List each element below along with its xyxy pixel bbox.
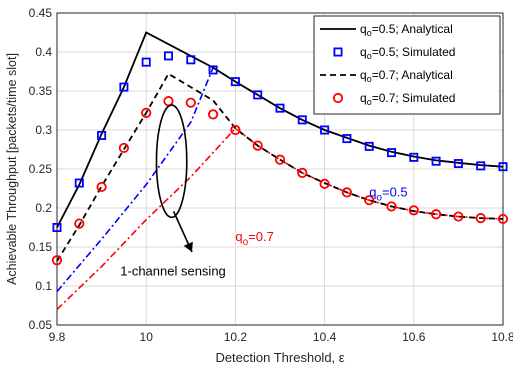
x-tick-label: 10: [140, 330, 154, 344]
marker-q05-simulated: [431, 156, 441, 166]
marker-q07-simulated: [475, 213, 486, 224]
legend-label: qo=0.7; Analytical: [360, 68, 453, 84]
x-tick-label: 10.8: [491, 330, 513, 344]
marker-q05-simulated: [74, 178, 84, 188]
x-tick-label: 9.8: [49, 330, 66, 344]
sensing-arrow-head: [183, 241, 193, 252]
series-q07-analytical-line: [56, 72, 504, 262]
axes-box: [56, 12, 504, 326]
x-tick-label: 10.2: [224, 330, 248, 344]
marker-q07-simulated: [252, 140, 263, 151]
marker-q05-simulated: [364, 141, 374, 151]
marker-q05-simulated: [453, 159, 463, 169]
marker-q07-simulated: [74, 218, 85, 229]
marker-q05-simulated: [230, 77, 240, 87]
legend-label: qo=0.5; Simulated: [360, 45, 455, 61]
marker-q07-simulated: [96, 181, 107, 193]
y-tick-label: 0.25: [29, 162, 53, 176]
x-tick-label: 10.6: [402, 330, 426, 344]
marker-q05-simulated: [253, 90, 263, 100]
marker-q05-simulated: [476, 161, 486, 171]
y-tick-label: 0.3: [35, 123, 52, 137]
marker-q07-simulated: [386, 201, 397, 212]
y-tick-label: 0.15: [29, 240, 53, 254]
marker-q07-simulated: [319, 178, 330, 189]
marker-q07-simulated: [430, 209, 442, 220]
marker-q07-simulated: [341, 187, 352, 198]
series-q05-analytical-line: [56, 31, 504, 228]
legend-swatch-q07-simulated: [332, 92, 344, 104]
legend-label: qo=0.5; Analytical: [360, 22, 453, 38]
marker-q07-simulated: [297, 167, 308, 178]
y-axis-label: Achievable Throughput [packets/time slot…: [5, 53, 19, 285]
marker-q07-simulated: [497, 213, 509, 225]
marker-q07-simulated: [141, 107, 152, 118]
legend-label: qo=0.7; Simulated: [360, 91, 455, 107]
y-tick-label: 0.45: [29, 6, 53, 20]
marker-q07-simulated: [453, 211, 464, 222]
marker-q05-simulated: [297, 115, 307, 125]
y-tick-label: 0.1: [35, 279, 52, 293]
marker-q07-simulated: [364, 195, 375, 206]
marker-q05-simulated: [386, 148, 396, 158]
y-tick-label: 0.4: [35, 45, 52, 59]
marker-q05-simulated: [186, 55, 196, 65]
marker-q05-simulated: [97, 130, 107, 140]
marker-q05-simulated: [498, 162, 508, 172]
marker-q07-simulated: [51, 255, 63, 266]
marker-q05-simulated: [163, 51, 173, 61]
marker-q05-simulated: [342, 134, 352, 144]
y-tick-label: 0.35: [29, 84, 53, 98]
sensing-annotation: 1-channel sensing: [120, 263, 226, 278]
marker-q05-simulated: [141, 57, 151, 67]
y-tick-label: 0.05: [29, 318, 53, 332]
sensing-ellipse: [155, 104, 188, 219]
legend-swatch-q05-simulated: [333, 47, 343, 57]
marker-q07-simulated: [408, 205, 419, 216]
marker-q05-simulated: [208, 65, 218, 75]
marker-q05-simulated: [119, 82, 129, 92]
x-tick-label: 10.4: [313, 330, 337, 344]
y-tick-label: 0.2: [35, 201, 52, 215]
marker-q05-simulated: [409, 152, 419, 162]
x-axis-label: Detection Threshold, ε: [215, 350, 344, 365]
legend-box: [313, 15, 501, 115]
marker-q05-simulated: [275, 103, 285, 113]
marker-q07-simulated: [185, 97, 196, 108]
marker-q07-simulated: [230, 124, 241, 136]
marker-q05-simulated: [52, 222, 62, 232]
q05-curve-label: qo=0.5: [369, 184, 407, 203]
marker-q07-simulated: [118, 142, 130, 154]
marker-q07-simulated: [274, 154, 286, 165]
marker-q07-simulated: [208, 109, 219, 120]
marker-q05-simulated: [320, 125, 330, 135]
q07-curve-label: qo=0.7: [235, 229, 273, 248]
